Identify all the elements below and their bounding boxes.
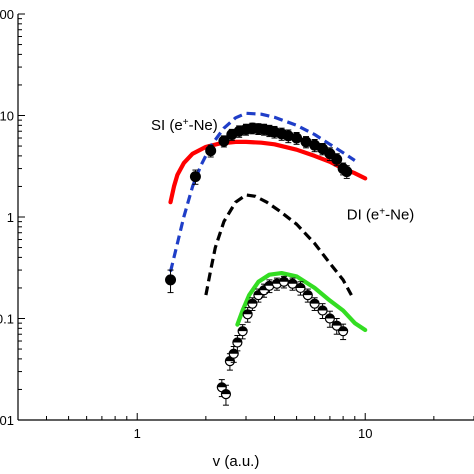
x-tick-label: 10 <box>358 426 372 441</box>
di-marker-point-half <box>279 277 289 282</box>
di-marker-point-half <box>238 326 248 332</box>
di-marker-point-half <box>217 382 227 388</box>
di-marker-point-half <box>221 389 231 395</box>
annotation-di: DI (e+-Ne) <box>347 206 415 224</box>
y-tick-label: 1 <box>7 210 14 225</box>
annotation-text: SI (e <box>151 117 183 134</box>
di-marker-point-half <box>288 279 298 284</box>
x-axis-label: v (a.u.) <box>213 453 260 470</box>
annotation-si: SI (e+-Ne) <box>151 116 218 134</box>
di-marker-point-half <box>310 299 320 304</box>
si-marker-point <box>218 135 230 147</box>
di-marker-point-half <box>295 283 305 288</box>
si-marker-point <box>341 166 353 178</box>
di-marker-point-half <box>247 299 257 304</box>
ticks <box>17 13 474 421</box>
series-lines <box>168 111 368 333</box>
si-marker-point <box>291 132 303 144</box>
series-line-2 <box>168 111 356 272</box>
si-marker-point <box>331 153 343 165</box>
si-marker-point <box>165 274 177 286</box>
di-marker-point-half <box>232 338 242 343</box>
annotation-text-rest: -Ne) <box>189 117 218 134</box>
di-marker-point-half <box>332 321 342 326</box>
si-marker-point <box>189 171 201 183</box>
annotation-text-rest: -Ne) <box>385 206 414 223</box>
series-line-4 <box>235 271 368 333</box>
annotation-superscript: + <box>183 116 189 127</box>
annotation-text: DI (e <box>347 206 380 223</box>
di-marker-point-half <box>318 305 328 311</box>
y-tick-label: 100 <box>0 7 14 22</box>
si-marker-point <box>205 145 217 157</box>
data-markers <box>165 122 353 406</box>
di-marker-point-half <box>229 349 239 354</box>
y-tick-label: 0.01 <box>0 413 14 428</box>
di-marker-point-half <box>303 290 313 296</box>
di-marker-point-half <box>338 326 348 332</box>
y-tick-label: 0.1 <box>0 312 14 327</box>
di-marker-point-half <box>264 281 274 286</box>
series-line-3 <box>204 193 353 296</box>
tick-labels: 1 10 100 10 1 0.1 0.01 <box>0 7 372 441</box>
y-tick-label: 10 <box>0 109 14 124</box>
x-tick-label: 1 <box>134 426 141 441</box>
annotation-superscript: + <box>379 206 385 217</box>
di-marker-point-half <box>325 314 335 319</box>
